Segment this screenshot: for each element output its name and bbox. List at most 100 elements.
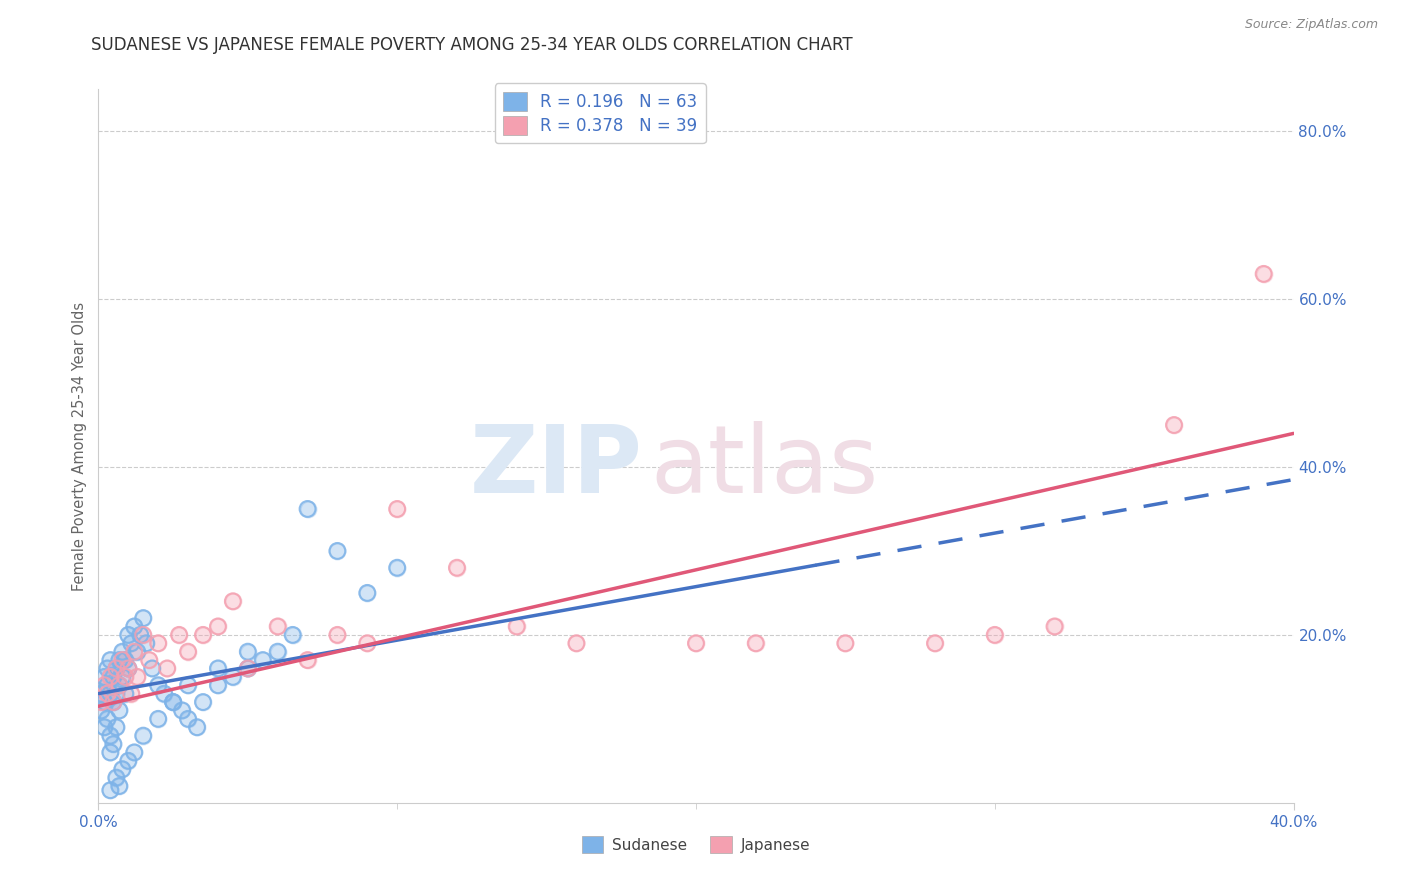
Point bbox=[114, 653, 136, 667]
Point bbox=[124, 619, 146, 633]
Point bbox=[93, 670, 115, 684]
Point bbox=[114, 670, 136, 684]
Point bbox=[96, 687, 118, 701]
Point bbox=[132, 729, 155, 743]
Point bbox=[105, 720, 128, 734]
Point bbox=[191, 628, 214, 642]
Point bbox=[356, 636, 378, 650]
Point bbox=[167, 628, 190, 642]
Point bbox=[117, 661, 139, 675]
Point bbox=[834, 636, 856, 650]
Point bbox=[385, 502, 409, 516]
Point bbox=[93, 695, 115, 709]
Point bbox=[267, 619, 290, 633]
Point bbox=[127, 670, 149, 684]
Point bbox=[129, 628, 152, 642]
Point bbox=[177, 645, 200, 659]
Point bbox=[117, 754, 139, 768]
Point bbox=[156, 661, 179, 675]
Point bbox=[153, 687, 176, 701]
Point bbox=[141, 661, 163, 675]
Point bbox=[90, 703, 112, 717]
Point bbox=[191, 628, 214, 642]
Point bbox=[148, 712, 170, 726]
Point bbox=[236, 661, 259, 675]
Point bbox=[385, 502, 409, 516]
Point bbox=[90, 695, 112, 709]
Point bbox=[93, 720, 115, 734]
Point bbox=[96, 661, 118, 675]
Point bbox=[98, 670, 122, 684]
Point bbox=[124, 746, 146, 760]
Point bbox=[685, 636, 707, 650]
Point bbox=[108, 678, 131, 692]
Point bbox=[236, 645, 259, 659]
Point bbox=[222, 594, 245, 608]
Point bbox=[103, 737, 125, 751]
Point bbox=[105, 720, 128, 734]
Point bbox=[506, 619, 529, 633]
Point bbox=[111, 670, 134, 684]
Point bbox=[148, 636, 170, 650]
Point bbox=[124, 619, 146, 633]
Point bbox=[129, 628, 152, 642]
Point bbox=[132, 628, 155, 642]
Point bbox=[90, 687, 112, 701]
Point bbox=[385, 560, 409, 574]
Point bbox=[141, 661, 163, 675]
Point bbox=[177, 712, 200, 726]
Point bbox=[93, 670, 115, 684]
Point bbox=[252, 653, 274, 667]
Point bbox=[1163, 417, 1185, 432]
Point bbox=[186, 720, 208, 734]
Point bbox=[297, 653, 319, 667]
Point bbox=[297, 653, 319, 667]
Point bbox=[108, 653, 131, 667]
Text: SUDANESE VS JAPANESE FEMALE POVERTY AMONG 25-34 YEAR OLDS CORRELATION CHART: SUDANESE VS JAPANESE FEMALE POVERTY AMON… bbox=[91, 36, 853, 54]
Point bbox=[114, 670, 136, 684]
Point bbox=[103, 670, 125, 684]
Point bbox=[105, 661, 128, 675]
Point bbox=[93, 678, 115, 692]
Point bbox=[177, 678, 200, 692]
Point bbox=[96, 712, 118, 726]
Point bbox=[93, 720, 115, 734]
Point bbox=[120, 687, 142, 701]
Point bbox=[120, 636, 142, 650]
Point bbox=[446, 560, 468, 574]
Point bbox=[177, 645, 200, 659]
Point bbox=[297, 502, 319, 516]
Point bbox=[236, 661, 259, 675]
Point bbox=[222, 594, 245, 608]
Point bbox=[252, 653, 274, 667]
Point bbox=[326, 544, 349, 558]
Point bbox=[90, 687, 112, 701]
Point bbox=[103, 695, 125, 709]
Point bbox=[236, 661, 259, 675]
Point bbox=[124, 645, 146, 659]
Point bbox=[98, 687, 122, 701]
Point bbox=[105, 661, 128, 675]
Point bbox=[162, 695, 184, 709]
Point bbox=[127, 670, 149, 684]
Point bbox=[984, 628, 1007, 642]
Point bbox=[148, 678, 170, 692]
Point bbox=[1253, 267, 1275, 281]
Point bbox=[177, 678, 200, 692]
Point bbox=[207, 661, 229, 675]
Text: atlas: atlas bbox=[651, 421, 879, 514]
Point bbox=[186, 720, 208, 734]
Point bbox=[117, 661, 139, 675]
Point bbox=[138, 653, 160, 667]
Point bbox=[117, 661, 139, 675]
Point bbox=[1043, 619, 1066, 633]
Point bbox=[98, 746, 122, 760]
Point bbox=[1163, 417, 1185, 432]
Point bbox=[172, 703, 194, 717]
Point bbox=[90, 703, 112, 717]
Point bbox=[207, 619, 229, 633]
Point bbox=[124, 746, 146, 760]
Point bbox=[1253, 267, 1275, 281]
Legend: Sudanese, Japanese: Sudanese, Japanese bbox=[575, 830, 817, 859]
Point bbox=[565, 636, 588, 650]
